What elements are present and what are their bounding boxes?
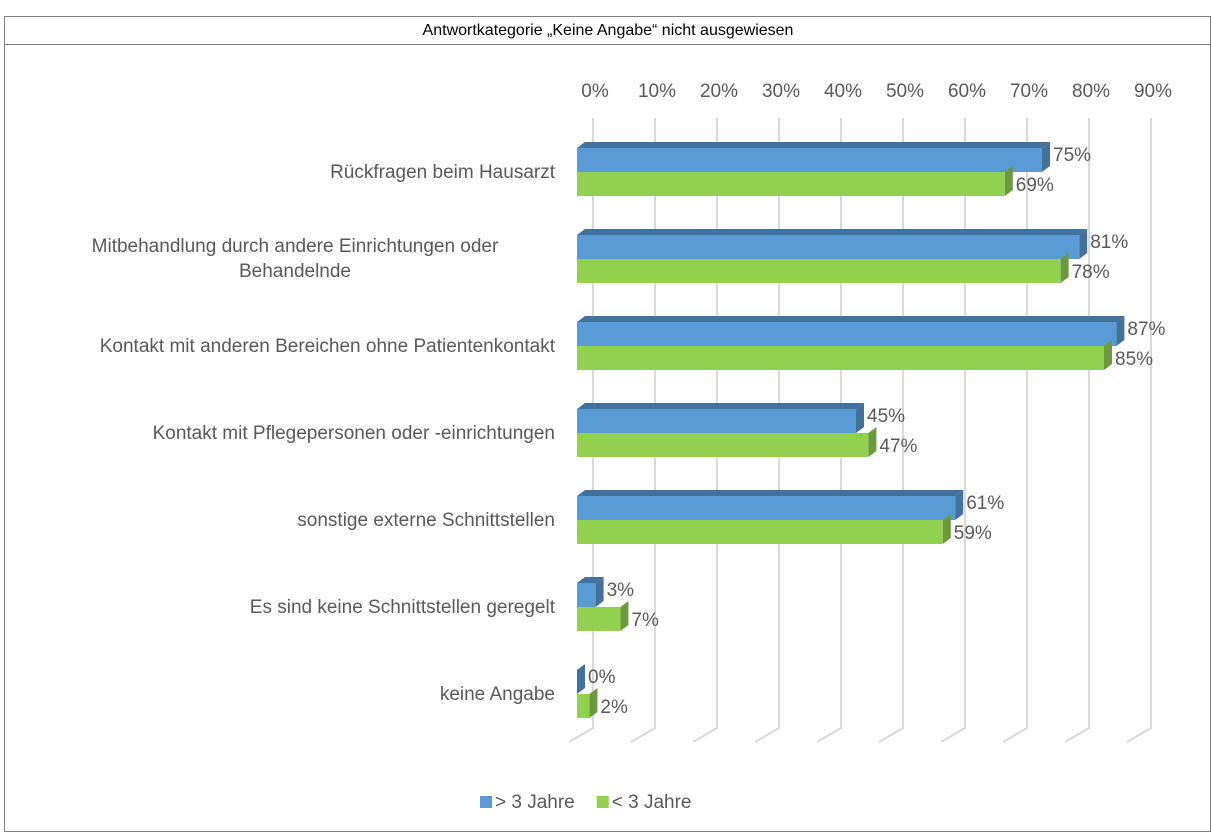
bar-side bbox=[955, 490, 964, 520]
legend-label: < 3 Jahre bbox=[612, 792, 692, 813]
data-label: 61% bbox=[966, 493, 1004, 514]
grid-line bbox=[878, 118, 904, 743]
bar-side bbox=[1004, 166, 1013, 196]
data-label: 7% bbox=[631, 610, 659, 631]
grid-line bbox=[1064, 118, 1090, 743]
bar-top bbox=[577, 403, 864, 409]
bar-top bbox=[577, 142, 1050, 148]
category-label-box: Rückfragen beim Hausarzt bbox=[15, 142, 555, 202]
bar bbox=[577, 322, 1117, 346]
category-label-box: sonstige externe Schnittstellen bbox=[15, 490, 555, 550]
bar-side bbox=[1104, 340, 1112, 370]
data-label: 69% bbox=[1016, 175, 1054, 196]
data-label: 85% bbox=[1115, 349, 1153, 370]
bar-side bbox=[589, 688, 598, 718]
bar bbox=[577, 259, 1061, 283]
grid-line bbox=[1126, 118, 1152, 743]
bar bbox=[577, 496, 956, 520]
category-label-box: keine Angabe bbox=[15, 664, 555, 724]
y-tick-label: Rückfragen beim Hausarzt bbox=[330, 161, 555, 183]
data-label: 47% bbox=[879, 436, 917, 457]
x-tick-label: 70% bbox=[1010, 81, 1048, 102]
bar-side bbox=[868, 427, 877, 457]
bar-side bbox=[856, 403, 864, 433]
category-label-box: Kontakt mit Pflegepersonen oder -einrich… bbox=[15, 403, 555, 463]
y-tick-label: Es sind keine Schnittstellen geregelt bbox=[249, 596, 555, 618]
x-tick-label: 30% bbox=[762, 81, 800, 102]
category-label-box: Mitbehandlung durch andere Einrichtungen… bbox=[15, 229, 555, 289]
x-tick-label: 40% bbox=[824, 81, 862, 102]
y-tick-label: Mitbehandlung durch andere Einrichtungen… bbox=[91, 236, 499, 282]
data-label: 45% bbox=[867, 406, 905, 427]
data-label: 81% bbox=[1090, 232, 1128, 253]
data-label: 2% bbox=[600, 697, 628, 718]
bar-side bbox=[620, 601, 629, 631]
bar-top bbox=[577, 490, 964, 496]
x-tick-label: 10% bbox=[638, 81, 676, 102]
bar bbox=[577, 409, 856, 433]
grid-line bbox=[940, 118, 966, 743]
category-label-box: Kontakt mit anderen Bereichen ohne Patie… bbox=[15, 316, 555, 376]
bar bbox=[577, 583, 596, 607]
x-tick-label: 20% bbox=[700, 81, 738, 102]
data-label: 59% bbox=[954, 523, 992, 544]
bar-side bbox=[1060, 253, 1069, 283]
bar-side bbox=[1079, 229, 1088, 259]
bar bbox=[577, 172, 1005, 196]
bar-side bbox=[595, 577, 604, 607]
legend-label: > 3 Jahre bbox=[495, 792, 575, 813]
y-tick-label: sonstige externe Schnittstellen bbox=[297, 509, 555, 531]
legend-swatch bbox=[596, 796, 609, 808]
grid-line bbox=[1002, 118, 1028, 743]
bar-top bbox=[577, 229, 1088, 235]
data-label: 87% bbox=[1127, 319, 1165, 340]
bar bbox=[577, 148, 1042, 172]
bar bbox=[577, 694, 590, 718]
bar bbox=[577, 520, 943, 544]
category-label-box: Es sind keine Schnittstellen geregelt bbox=[15, 577, 555, 637]
x-tick-label: 80% bbox=[1072, 81, 1110, 102]
bar-side bbox=[1042, 142, 1050, 172]
x-tick-label: 60% bbox=[948, 81, 986, 102]
y-tick-label: keine Angabe bbox=[439, 683, 555, 705]
x-tick-label: 90% bbox=[1134, 81, 1172, 102]
legend-swatch bbox=[480, 796, 492, 808]
bar bbox=[577, 433, 869, 457]
bar-side bbox=[942, 514, 951, 544]
data-label: 75% bbox=[1053, 145, 1091, 166]
data-label: 0% bbox=[588, 667, 616, 688]
data-label: 78% bbox=[1072, 262, 1110, 283]
data-label: 3% bbox=[607, 580, 635, 601]
x-tick-label: 50% bbox=[886, 81, 924, 102]
y-tick-label: Kontakt mit anderen Bereichen ohne Patie… bbox=[99, 335, 555, 357]
bar bbox=[577, 235, 1080, 259]
y-tick-label: Kontakt mit Pflegepersonen oder -einrich… bbox=[152, 422, 555, 444]
bar bbox=[577, 607, 621, 631]
bar-side bbox=[577, 664, 585, 694]
bar-side bbox=[1116, 316, 1125, 346]
bar bbox=[577, 346, 1104, 370]
x-tick-label: 0% bbox=[581, 81, 609, 102]
bar-top bbox=[577, 316, 1125, 322]
bar-top bbox=[577, 577, 604, 583]
chart-title: Antwortkategorie „Keine Angabe“ nicht au… bbox=[423, 22, 794, 39]
